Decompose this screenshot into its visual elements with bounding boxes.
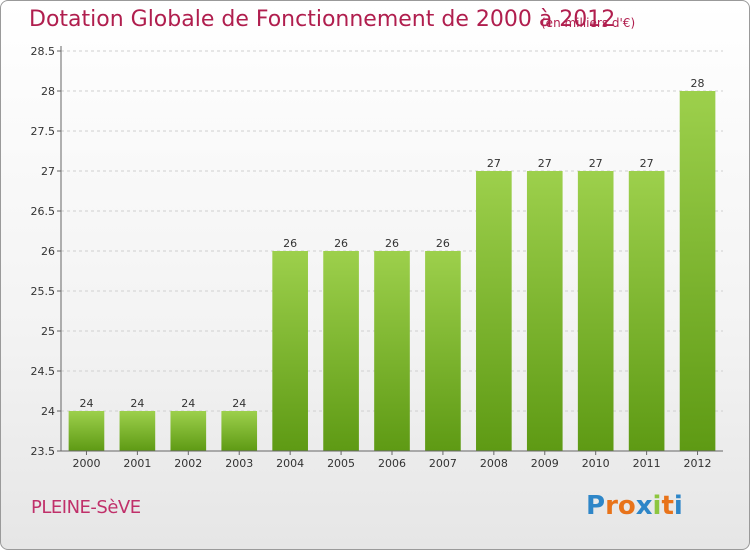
value-label-2005: 26 xyxy=(334,237,348,250)
bar-2008 xyxy=(476,171,512,451)
y-tick-label: 25.5 xyxy=(31,285,56,298)
proxiti-logo[interactable]: Proxiti xyxy=(586,491,683,521)
y-tick-label: 23.5 xyxy=(31,445,56,458)
value-label-2012: 28 xyxy=(691,77,705,90)
x-tick-label-2007: 2007 xyxy=(429,457,457,470)
bar-2005 xyxy=(323,251,359,451)
x-tick-label-2011: 2011 xyxy=(633,457,661,470)
bar-2012 xyxy=(679,91,716,451)
value-label-2003: 24 xyxy=(232,397,246,410)
bar-2001 xyxy=(119,411,156,451)
value-label-2008: 27 xyxy=(487,157,501,170)
value-label-2000: 24 xyxy=(79,397,93,410)
bar-2003 xyxy=(221,411,258,451)
bar-2011 xyxy=(628,171,665,451)
bars: 24 24 24 24 26 26 26 26 27 27 27 27 28 xyxy=(68,77,716,451)
commune-name: PLEINE-SèVE xyxy=(31,497,141,518)
y-tick-label: 24 xyxy=(41,405,55,418)
bar-2004 xyxy=(272,251,308,451)
bar-2000 xyxy=(68,411,105,451)
value-label-2001: 24 xyxy=(130,397,144,410)
y-tick-label: 26 xyxy=(41,245,55,258)
x-tick-label-2001: 2001 xyxy=(123,457,151,470)
value-label-2009: 27 xyxy=(538,157,552,170)
y-tick-label: 28.5 xyxy=(31,45,56,58)
logo-letter: r xyxy=(605,491,618,521)
bar-2002 xyxy=(170,411,207,451)
value-label-2007: 26 xyxy=(436,237,450,250)
x-tick-label-2008: 2008 xyxy=(480,457,508,470)
y-tick-label: 24.5 xyxy=(31,365,56,378)
axes: 23.5 24 24.5 25 25.5 26 26.5 27 27.5 28 28.5 2000 20… xyxy=(31,45,723,470)
logo-letter: i xyxy=(673,491,683,521)
y-tick-label: 28 xyxy=(41,85,55,98)
x-tick-label-2006: 2006 xyxy=(378,457,406,470)
bar-2009 xyxy=(526,171,563,451)
x-tick-label-2003: 2003 xyxy=(225,457,253,470)
y-tick-label: 26.5 xyxy=(31,205,56,218)
value-label-2004: 26 xyxy=(283,237,297,250)
value-label-2010: 27 xyxy=(589,157,603,170)
value-label-2006: 26 xyxy=(385,237,399,250)
chart-title: Dotation Globale de Fonctionnement de 20… xyxy=(29,7,616,32)
logo-letter: i xyxy=(652,491,662,521)
x-tick-label-2004: 2004 xyxy=(276,457,304,470)
x-tick-label-2012: 2012 xyxy=(684,457,712,470)
x-tick-label-2009: 2009 xyxy=(531,457,559,470)
bar-2007 xyxy=(425,251,461,451)
value-label-2002: 24 xyxy=(181,397,195,410)
logo-letter: o xyxy=(617,491,636,521)
x-tick-label-2002: 2002 xyxy=(174,457,202,470)
y-tick-label: 27 xyxy=(41,165,55,178)
logo-letter: x xyxy=(635,491,653,521)
bar-2006 xyxy=(374,251,410,451)
logo-letter: t xyxy=(661,491,674,521)
bar-2010 xyxy=(577,171,614,451)
x-tick-label-2010: 2010 xyxy=(582,457,610,470)
logo-letter: P xyxy=(586,491,606,521)
x-tick-label-2005: 2005 xyxy=(327,457,355,470)
chart-subtitle: (en milliers d'€) xyxy=(541,16,636,30)
y-tick-label: 27.5 xyxy=(31,125,56,138)
value-label-2011: 27 xyxy=(640,157,654,170)
y-tick-label: 25 xyxy=(41,325,55,338)
x-tick-label-2000: 2000 xyxy=(72,457,100,470)
